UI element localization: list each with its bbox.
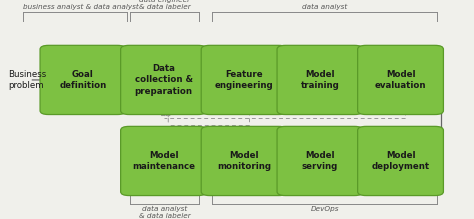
Text: Model
training: Model training bbox=[301, 70, 339, 90]
FancyBboxPatch shape bbox=[357, 45, 444, 115]
Text: Model
maintenance: Model maintenance bbox=[132, 151, 195, 171]
Text: Model
deployment: Model deployment bbox=[372, 151, 429, 171]
FancyBboxPatch shape bbox=[40, 45, 126, 115]
Text: Goal
definition: Goal definition bbox=[59, 70, 107, 90]
FancyBboxPatch shape bbox=[120, 126, 206, 196]
Text: data analyst
& data labeler: data analyst & data labeler bbox=[138, 206, 191, 219]
Text: DevOps: DevOps bbox=[310, 206, 339, 212]
Text: data analyst: data analyst bbox=[302, 4, 347, 10]
Text: business analyst & data analyst: business analyst & data analyst bbox=[23, 4, 138, 10]
Text: Model
monitoring: Model monitoring bbox=[217, 151, 271, 171]
FancyBboxPatch shape bbox=[277, 45, 363, 115]
FancyBboxPatch shape bbox=[201, 45, 287, 115]
Text: Model
serving: Model serving bbox=[302, 151, 338, 171]
FancyBboxPatch shape bbox=[277, 126, 363, 196]
FancyBboxPatch shape bbox=[357, 126, 444, 196]
Text: Feature
engineering: Feature engineering bbox=[215, 70, 273, 90]
Text: Model
evaluation: Model evaluation bbox=[375, 70, 426, 90]
FancyBboxPatch shape bbox=[201, 126, 287, 196]
FancyBboxPatch shape bbox=[120, 45, 206, 115]
Text: data engineer
& data labeler: data engineer & data labeler bbox=[138, 0, 191, 10]
Text: Business
problem: Business problem bbox=[9, 70, 47, 90]
Text: Data
collection &
preparation: Data collection & preparation bbox=[135, 64, 192, 95]
